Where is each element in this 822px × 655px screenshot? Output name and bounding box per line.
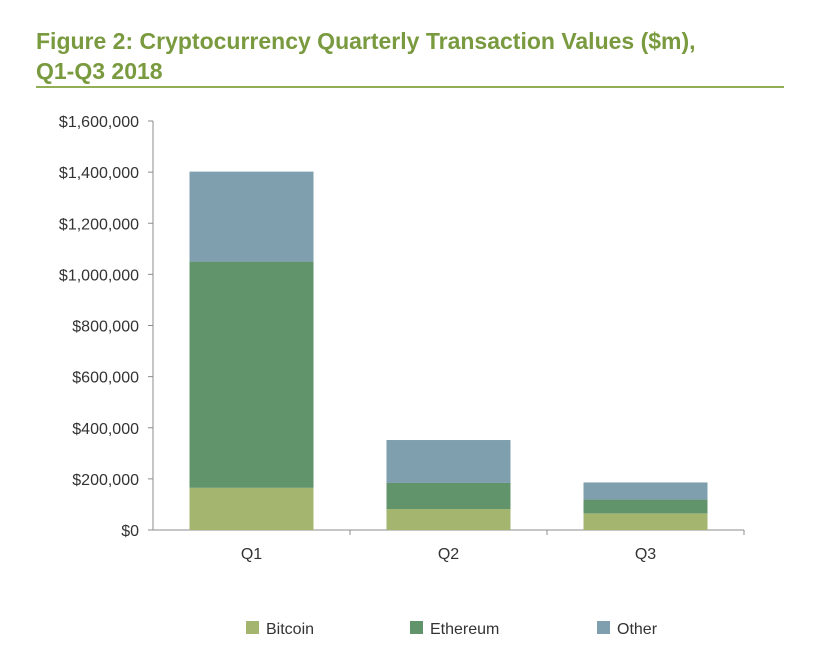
bar-ethereum-q2	[386, 482, 511, 510]
y-tick-label: $1,200,000	[59, 216, 139, 233]
bar-bitcoin-q3	[583, 513, 708, 530]
y-tick-label: $200,000	[72, 472, 139, 489]
legend-label-ethereum: Ethereum	[430, 621, 499, 638]
bars	[189, 171, 708, 530]
bar-ethereum-q3	[583, 499, 708, 514]
y-tick-label: $1,000,000	[59, 267, 139, 284]
y-tick-label: $0	[121, 523, 139, 540]
y-tick-label: $800,000	[72, 319, 139, 336]
x-tick-label: Q1	[241, 546, 262, 563]
x-axis: Q1 Q2 Q3	[153, 529, 745, 563]
legend-swatch-other	[597, 621, 610, 634]
y-tick-label: $400,000	[72, 421, 139, 438]
legend-swatch-ethereum	[410, 621, 423, 634]
x-tick-label: Q3	[635, 546, 656, 563]
bar-other-q1	[189, 171, 314, 262]
legend: Bitcoin Ethereum Other	[246, 621, 658, 638]
y-tick-label: $600,000	[72, 370, 139, 387]
y-axis: $0 $200,000 $400,000 $600,000 $800,000 $1,000…	[59, 114, 154, 540]
bar-bitcoin-q2	[386, 509, 511, 530]
chart-title: Figure 2: Cryptocurrency Quarterly Trans…	[36, 28, 696, 84]
y-tick-label: $1,400,000	[59, 165, 139, 182]
bar-bitcoin-q1	[189, 487, 314, 530]
bar-other-q2	[386, 440, 511, 483]
bar-ethereum-q1	[189, 261, 314, 488]
title-underline	[36, 86, 784, 88]
x-tick-label: Q2	[438, 546, 459, 563]
y-tick-label: $1,600,000	[59, 114, 139, 131]
legend-swatch-bitcoin	[246, 621, 259, 634]
legend-label-other: Other	[617, 621, 658, 638]
legend-label-bitcoin: Bitcoin	[266, 621, 314, 638]
bar-other-q3	[583, 482, 708, 500]
